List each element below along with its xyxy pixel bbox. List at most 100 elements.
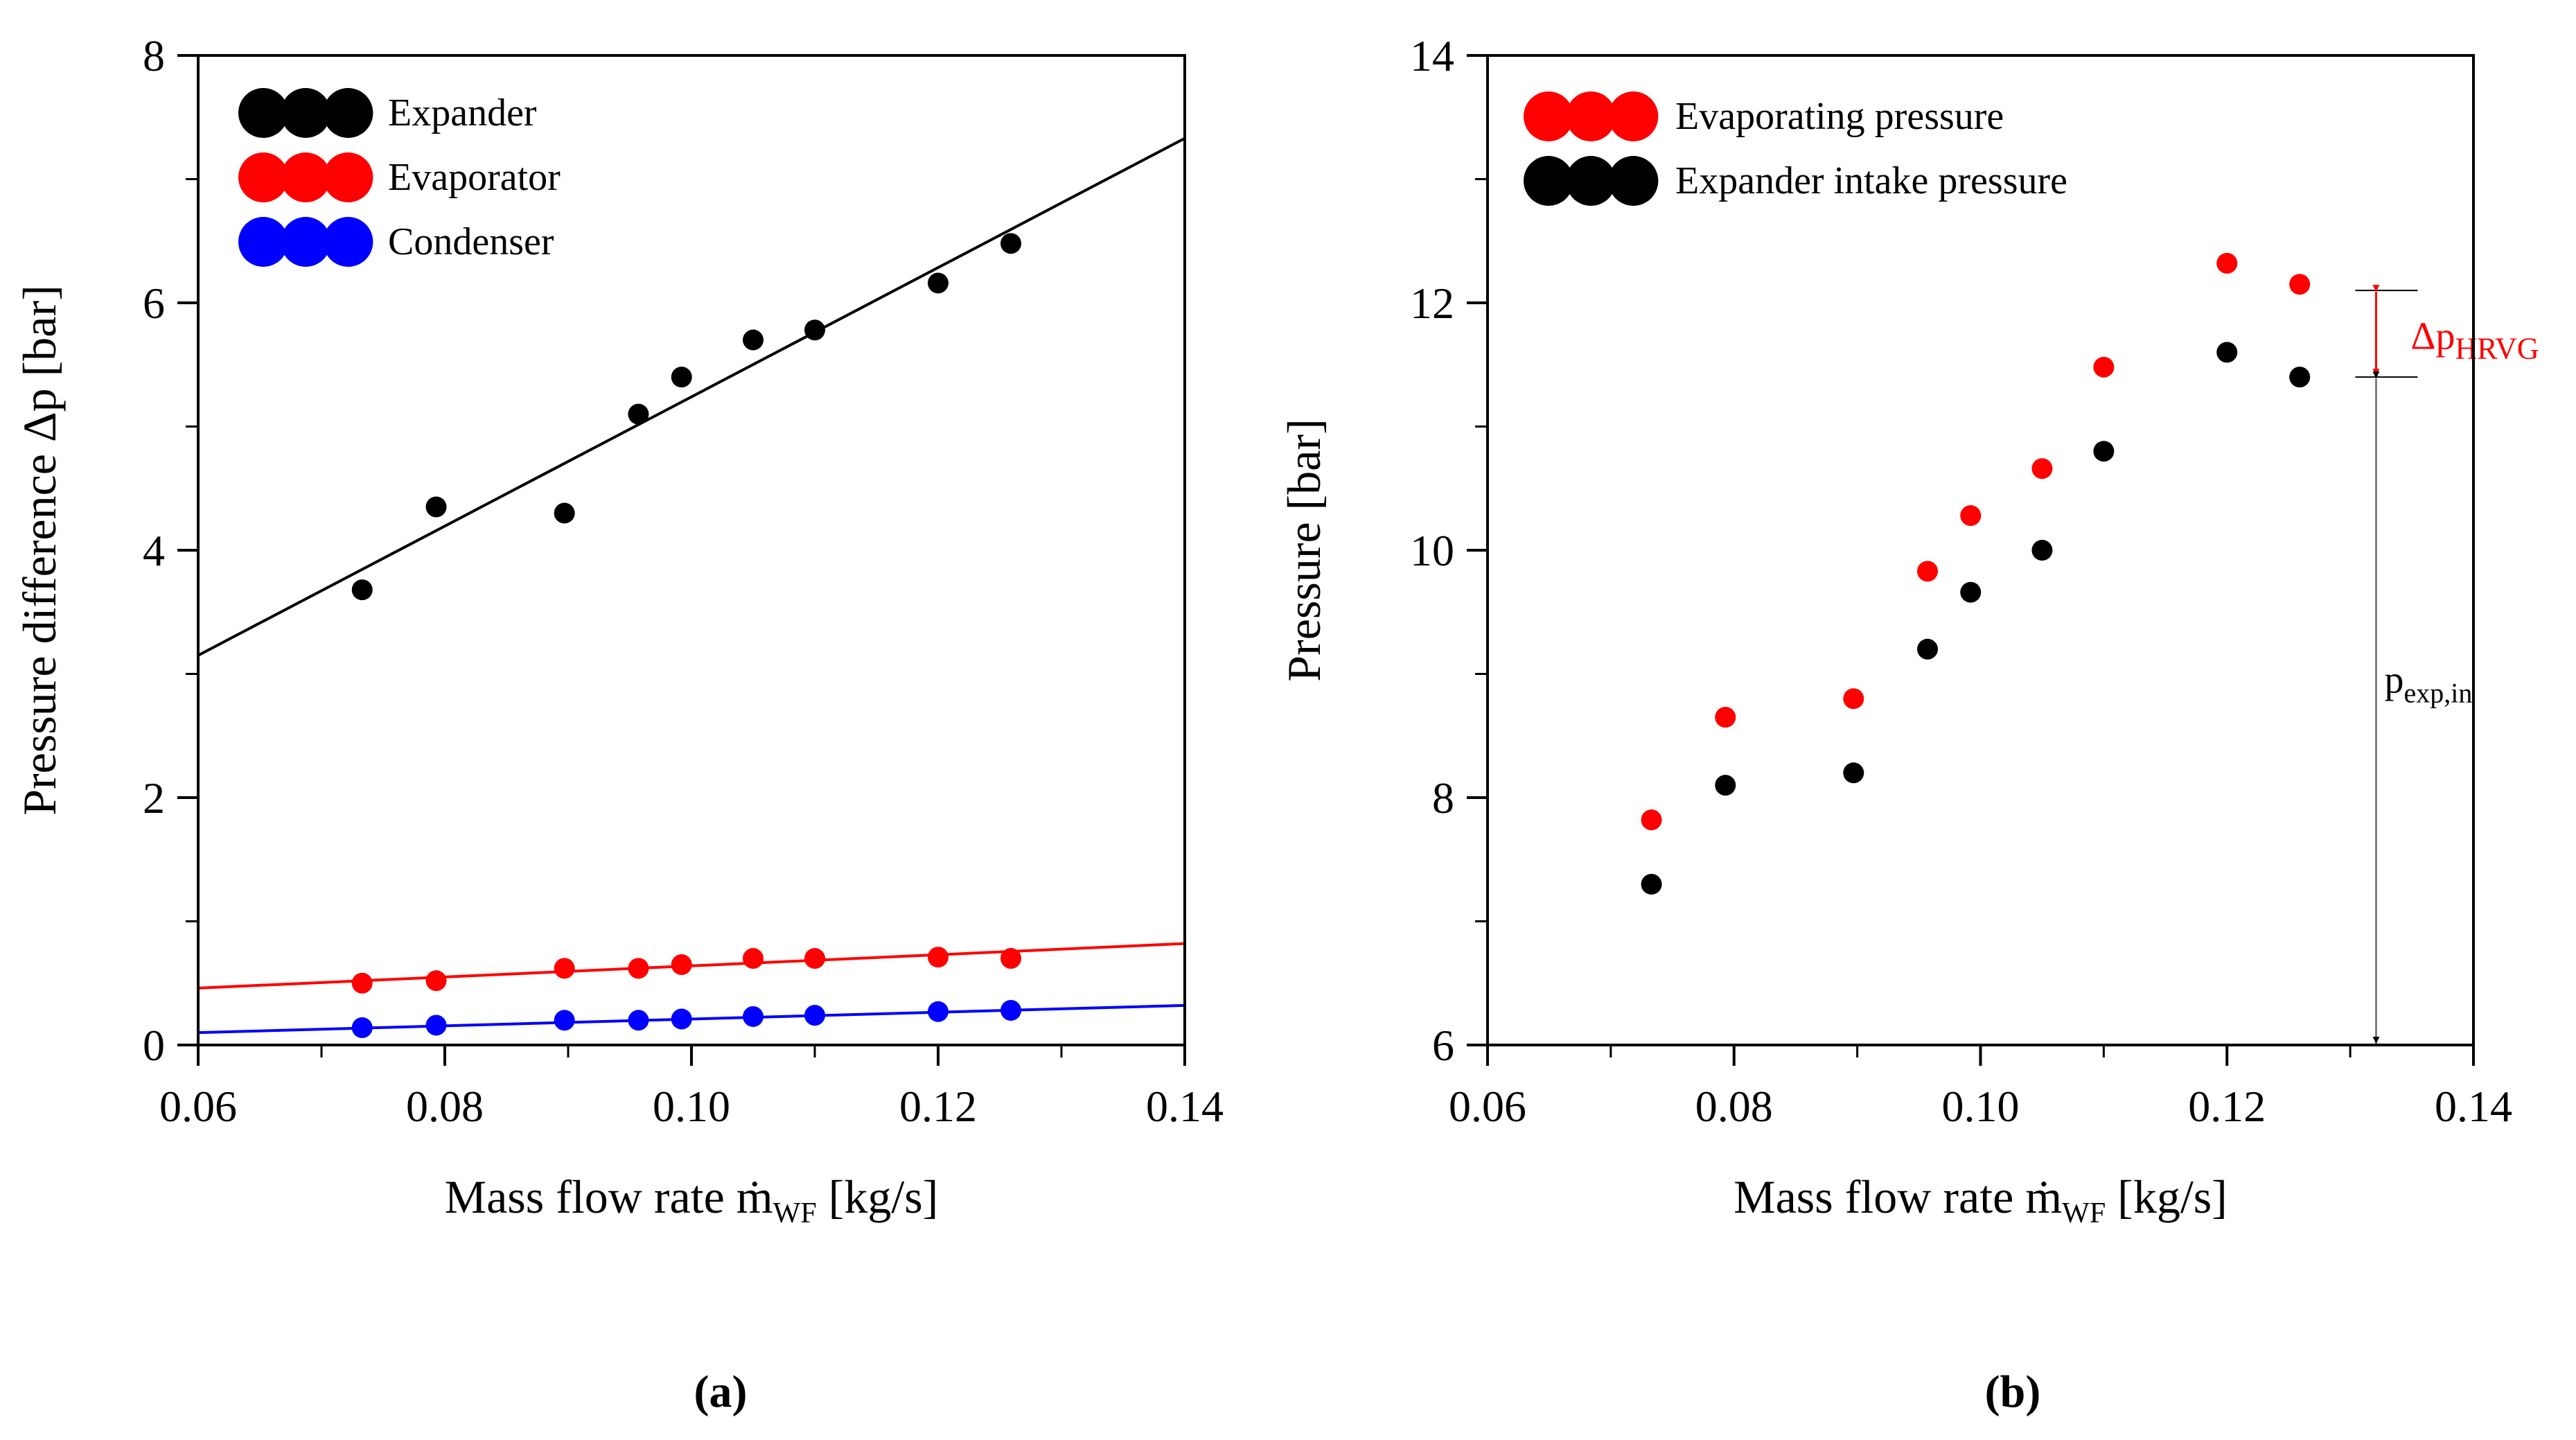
chart-b: 0.06 0.08 0.10 0.12 0.14 6 8 10 12 14 Evaporating…: [1278, 31, 2539, 1417]
x-tick-label: 0.10: [653, 1082, 730, 1131]
chart-b-legend: Evaporating pressure Expander intake pres…: [1524, 91, 2067, 206]
point-condenser: [928, 1001, 949, 1022]
point-expander: [671, 367, 692, 388]
x-tick-label: 0.08: [1695, 1082, 1773, 1131]
x-tick-label: 0.14: [2435, 1082, 2512, 1131]
chart-b-plot-frame: [1486, 54, 2475, 1046]
legend-marker-evaporator: [281, 152, 331, 202]
legend-marker-expander-intake-pressure: [1566, 156, 1616, 206]
dp-hrvg-label: ΔpHRVG: [2410, 315, 2539, 366]
legend-label-expander: Expander: [388, 91, 537, 134]
legend-marker-condenser: [323, 217, 373, 267]
chart-b-x-axis-label-unit: [kg/s]: [2106, 1170, 2227, 1223]
point-expander: [743, 329, 764, 351]
chart-a-x-axis-label: Mass flow rate ṁWF [kg/s]: [445, 1170, 939, 1229]
point-expander-intake-pressure: [1715, 775, 1736, 796]
point-evaporating-pressure: [1715, 706, 1736, 728]
point-condenser: [628, 1010, 649, 1031]
y-tick-label: 4: [143, 526, 165, 575]
legend-label-evaporator: Evaporator: [388, 156, 561, 199]
chart-b-x-axis-label-sub: WF: [2062, 1197, 2106, 1229]
y-tick-label: 0: [143, 1021, 165, 1070]
legend-marker-condenser: [238, 217, 288, 267]
chart-a-x-axis-label-main: Mass flow rate ṁ: [445, 1170, 773, 1223]
legend-marker-evaporating-pressure: [1566, 91, 1616, 141]
legend-marker-expander: [323, 88, 373, 138]
chart-b-annotations: ΔpHRVG pexp,in: [2355, 285, 2539, 1044]
point-evaporator: [671, 954, 692, 975]
x-tick-label: 0.06: [159, 1082, 237, 1131]
legend-label-evaporating-pressure: Evaporating pressure: [1675, 95, 2004, 138]
fit-line-expander: [197, 137, 1185, 657]
dp-hrvg-label-sub: HRVG: [2455, 332, 2539, 366]
point-evaporator: [743, 948, 764, 969]
legend-marker-expander: [238, 88, 288, 138]
chart-a: 0.06 0.08 0.10 0.12 0.14 0 2 4 6 8 Expander Evapor…: [13, 31, 1224, 1417]
point-evaporator: [928, 947, 949, 968]
point-expander: [425, 496, 447, 518]
y-tick-label: 14: [1410, 31, 1454, 80]
point-expander: [804, 319, 825, 341]
point-evaporating-pressure: [1843, 688, 1864, 710]
dp-hrvg-label-main: Δp: [2410, 315, 2455, 358]
chart-a-x-axis-label-unit: [kg/s]: [817, 1170, 939, 1223]
x-tick-label: 0.08: [406, 1082, 484, 1131]
chart-b-x-axis-label-main: Mass flow rate ṁ: [1733, 1170, 2062, 1223]
y-tick-label: 8: [143, 31, 165, 80]
legend-marker-evaporating-pressure: [1524, 91, 1573, 141]
point-evaporating-pressure: [2093, 356, 2115, 378]
x-tick-label: 0.10: [1942, 1082, 2020, 1131]
point-expander-intake-pressure: [2289, 367, 2311, 388]
legend-marker-evaporator: [238, 152, 288, 202]
chart-a-fit-lines: [197, 137, 1185, 1035]
point-evaporator: [1000, 948, 1022, 969]
point-condenser: [425, 1015, 447, 1036]
legend-marker-evaporator: [323, 152, 373, 202]
point-evaporator: [804, 948, 825, 969]
chart-b-ticks: 0.06 0.08 0.10 0.12 0.14 6 8 10 12 14: [1410, 31, 2512, 1131]
chart-b-x-axis-label: Mass flow rate ṁWF [kg/s]: [1733, 1170, 2227, 1229]
y-tick-label: 12: [1410, 279, 1454, 328]
y-tick-label: 2: [143, 773, 165, 823]
chart-b-points: [1641, 252, 2311, 895]
point-evaporating-pressure: [1641, 809, 1662, 831]
pexp-in-label: pexp,in: [2384, 658, 2472, 708]
point-condenser: [671, 1008, 692, 1030]
y-tick-label: 8: [1432, 773, 1454, 823]
point-expander-intake-pressure: [2093, 441, 2115, 462]
x-tick-label: 0.14: [1146, 1082, 1224, 1131]
chart-a-ticks: 0.06 0.08 0.10 0.12 0.14 0 2 4 6 8: [143, 31, 1224, 1131]
legend-marker-condenser: [281, 217, 331, 267]
point-condenser: [351, 1017, 373, 1039]
point-evaporating-pressure: [2031, 458, 2053, 480]
chart-a-x-axis-label-sub: WF: [773, 1197, 817, 1229]
legend-marker-expander-intake-pressure: [1608, 156, 1659, 206]
point-expander-intake-pressure: [1960, 581, 1982, 603]
chart-a-points: [351, 233, 1022, 1039]
legend-marker-expander: [281, 88, 331, 138]
pexp-in-label-sub: exp,in: [2403, 677, 2472, 708]
chart-a-legend: Expander Evaporator Condenser: [238, 88, 561, 267]
point-expander-intake-pressure: [2031, 540, 2053, 561]
x-tick-label: 0.12: [899, 1082, 977, 1131]
point-expander: [928, 272, 949, 294]
point-expander: [351, 579, 373, 601]
point-evaporator: [554, 958, 575, 979]
point-evaporating-pressure: [1960, 505, 1982, 527]
point-expander-intake-pressure: [1641, 873, 1662, 895]
y-tick-label: 6: [1432, 1021, 1454, 1070]
point-condenser: [743, 1006, 764, 1027]
point-condenser: [1000, 1000, 1022, 1021]
x-tick-label: 0.12: [2188, 1082, 2266, 1131]
point-evaporator: [425, 970, 447, 992]
legend-label-expander-intake-pressure: Expander intake pressure: [1675, 159, 2067, 202]
point-expander: [1000, 233, 1022, 254]
chart-a-plot-frame: [197, 54, 1186, 1046]
y-tick-label: 6: [143, 279, 165, 328]
point-expander-intake-pressure: [1843, 762, 1864, 784]
x-tick-label: 0.06: [1449, 1082, 1526, 1131]
chart-b-panel-label: (b): [1985, 1367, 2041, 1417]
legend-label-condenser: Condenser: [388, 220, 554, 263]
y-tick-label: 10: [1410, 526, 1454, 575]
